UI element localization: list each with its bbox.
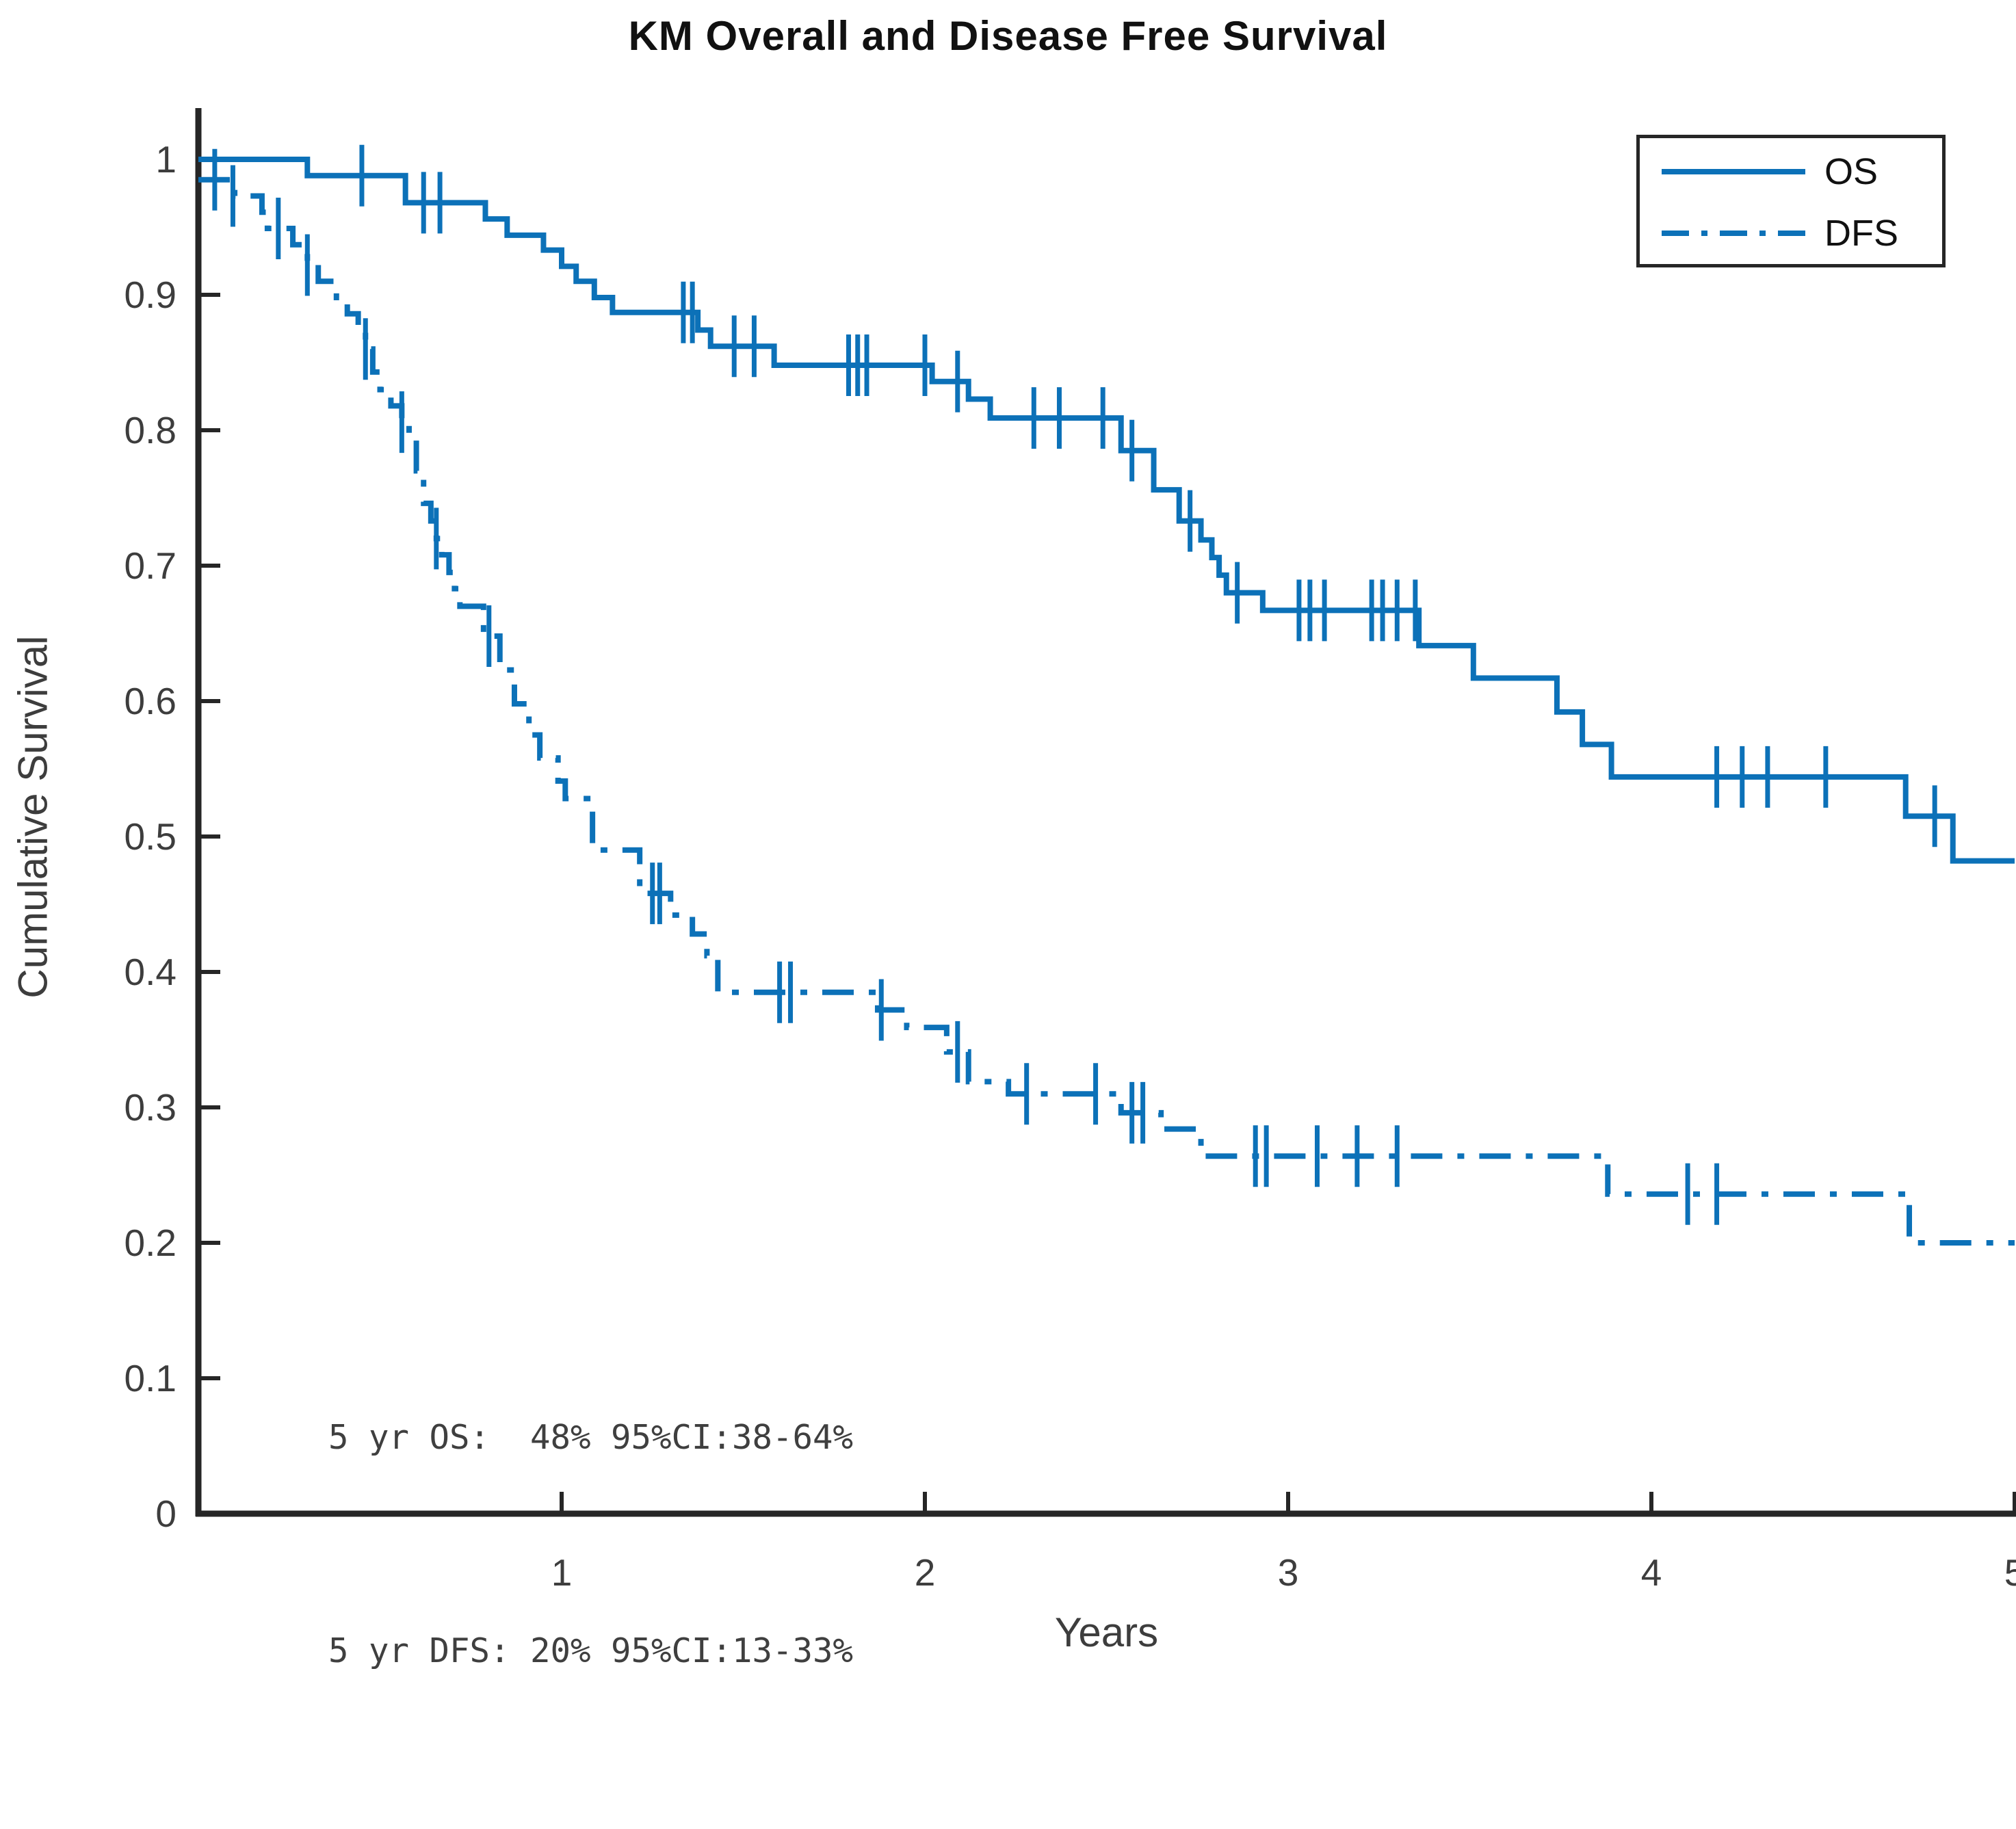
x-tick-label: 1: [551, 1551, 573, 1594]
dfs-line-sample-icon: [1662, 231, 1805, 236]
survival-estimates-annotation: 5 yr OS: 48% 95%CI:38-64% 5 yr DFS: 20% …: [328, 1260, 853, 1829]
legend-item-dfs: DFS: [1640, 202, 1942, 264]
legend: OS DFS: [1636, 135, 1946, 267]
series-curve-os: [198, 157, 2015, 864]
y-tick-label: 0.6: [125, 680, 176, 722]
x-tick-label: 2: [915, 1551, 936, 1594]
y-tick-label: 0.7: [125, 544, 176, 587]
annotation-os-line: 5 yr OS: 48% 95%CI:38-64%: [328, 1418, 854, 1457]
y-tick-label: 0.5: [125, 815, 176, 858]
series-curve-dfs: [198, 176, 2015, 1246]
y-tick-label: 0.9: [125, 274, 176, 316]
legend-label-dfs: DFS: [1824, 213, 1898, 254]
y-tick-label: 0: [155, 1492, 176, 1535]
chart-title: KM Overall and Disease Free Survival: [628, 13, 1388, 59]
annotation-dfs-line: 5 yr DFS: 20% 95%CI:13-33%: [328, 1631, 854, 1670]
y-tick-label: 1: [155, 138, 176, 181]
legend-item-os: OS: [1640, 141, 1942, 202]
os-line-sample-icon: [1662, 169, 1805, 174]
km-survival-chart: 1 2 3 4 5 0 0.1 0.2 0.3 0.4 0.5 0.6 0.7 0.8 0.9 1 KM Ov…: [10, 13, 2016, 1670]
x-axis-label: Years: [1054, 1609, 1159, 1655]
y-tick-label: 0.3: [125, 1086, 176, 1129]
y-tick-label: 0.2: [125, 1222, 176, 1264]
y-tick-label: 0.4: [125, 951, 176, 993]
x-tick-label: 5: [2004, 1551, 2016, 1594]
y-axis-label: Cumulative Survival: [10, 635, 56, 999]
y-tick-label: 0.1: [125, 1357, 176, 1399]
plot-area: 1 2 3 4 5 0 0.1 0.2 0.3 0.4 0.5 0.6 0.7 0.8 0.9 1: [125, 108, 2016, 1594]
legend-label-os: OS: [1824, 151, 1878, 192]
y-tick-label: 0.8: [125, 409, 176, 451]
x-tick-label: 3: [1278, 1551, 1299, 1594]
x-tick-label: 4: [1641, 1551, 1662, 1594]
